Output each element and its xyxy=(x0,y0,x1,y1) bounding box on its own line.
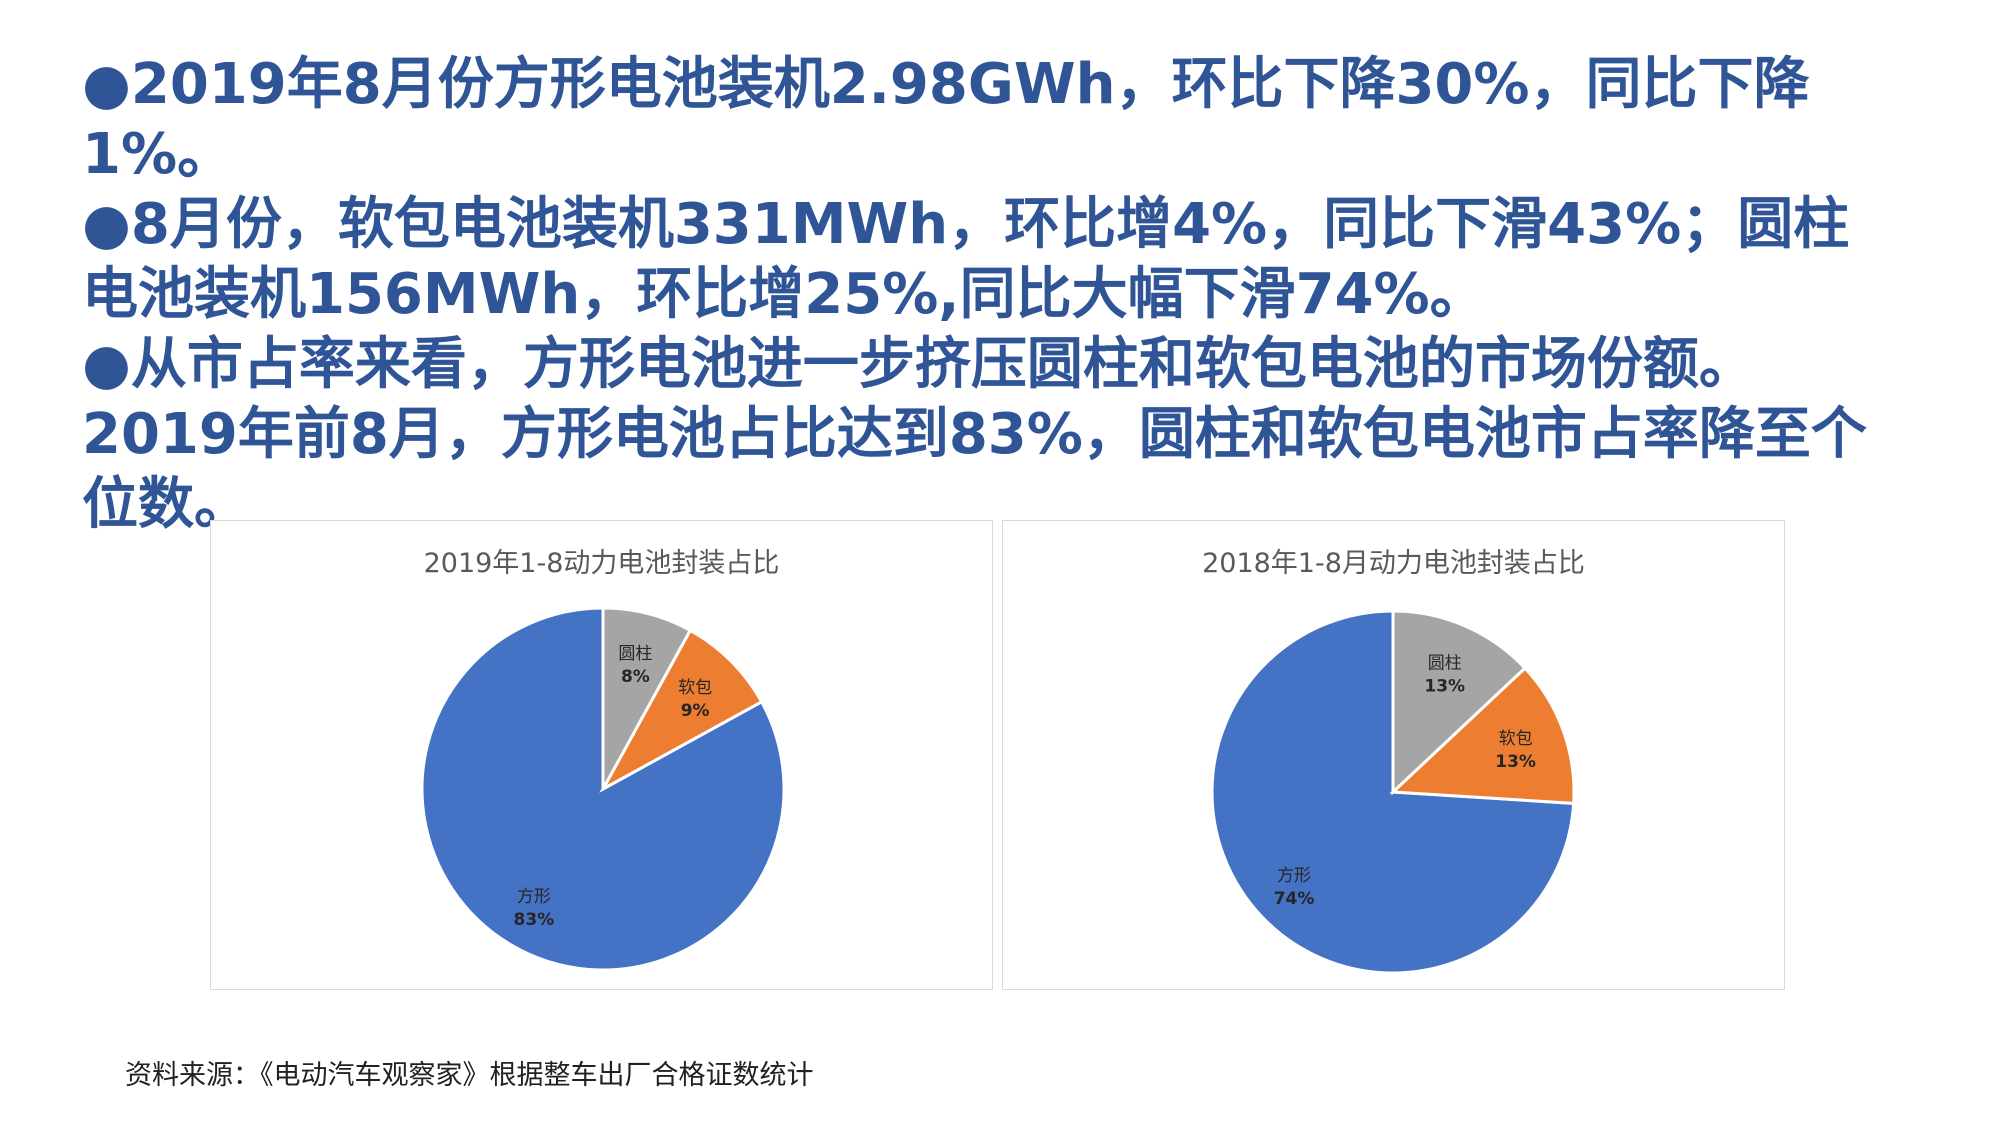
pie-label-ruanbao-2019: 软包 9% xyxy=(678,678,712,721)
bullet-3: ●从市占率来看，方形电池进一步挤压圆柱和软包电池的市场份额。2019年前8月，方… xyxy=(82,332,1867,537)
chart-title-2018: 2018年1-8月动力电池封装占比 xyxy=(1202,548,1585,579)
bullet-1: ●2019年8月份方形电池装机2.98GWh，环比下降30%，同比下降1%。 xyxy=(82,52,1810,187)
pie-chart-2019: 2019年1-8动力电池封装占比 方形 83% 软包 9% 圆柱 8% xyxy=(210,520,993,990)
pie-slice-yuanzhu-2019 xyxy=(601,606,693,790)
pie-label-ruanbao-2018: 软包 13% xyxy=(1495,729,1536,772)
pie-label-yuanzhu-2018: 圆柱 13% xyxy=(1424,653,1465,696)
chart-title-2019: 2019年1-8动力电池封装占比 xyxy=(423,548,780,579)
pie-label-yuanzhu-2019: 圆柱 8% xyxy=(618,644,652,687)
pie-label-fangxing-2018: 方形 74% xyxy=(1274,866,1315,909)
pie-svg-2019: 方形 83% 软包 9% 圆柱 8% xyxy=(420,606,786,972)
pie-chart-2018: 2018年1-8月动力电池封装占比 方形 74% 软包 13% 圆柱 13% xyxy=(1002,520,1785,990)
pie-svg-2018: 方形 74% 软包 13% 圆柱 13% xyxy=(1210,609,1576,975)
pie-label-fangxing-2019: 方形 83% xyxy=(514,887,555,930)
pie-slice-yuanzhu-2018 xyxy=(1391,609,1528,796)
pie-slice-ruanbao-2018 xyxy=(1389,665,1576,805)
bullet-2: ●8月份，软包电池装机331MWh，环比增4%，同比下滑43%；圆柱电池装机15… xyxy=(82,192,1850,327)
pie-slice-ruanbao-2019 xyxy=(599,628,764,793)
bullet-list: ●2019年8月份方形电池装机2.98GWh，环比下降30%，同比下降1%。 ●… xyxy=(82,50,1882,540)
source-note: 资料来源：《电动汽车观察家》根据整车出厂合格证数统计 xyxy=(125,1060,814,1091)
